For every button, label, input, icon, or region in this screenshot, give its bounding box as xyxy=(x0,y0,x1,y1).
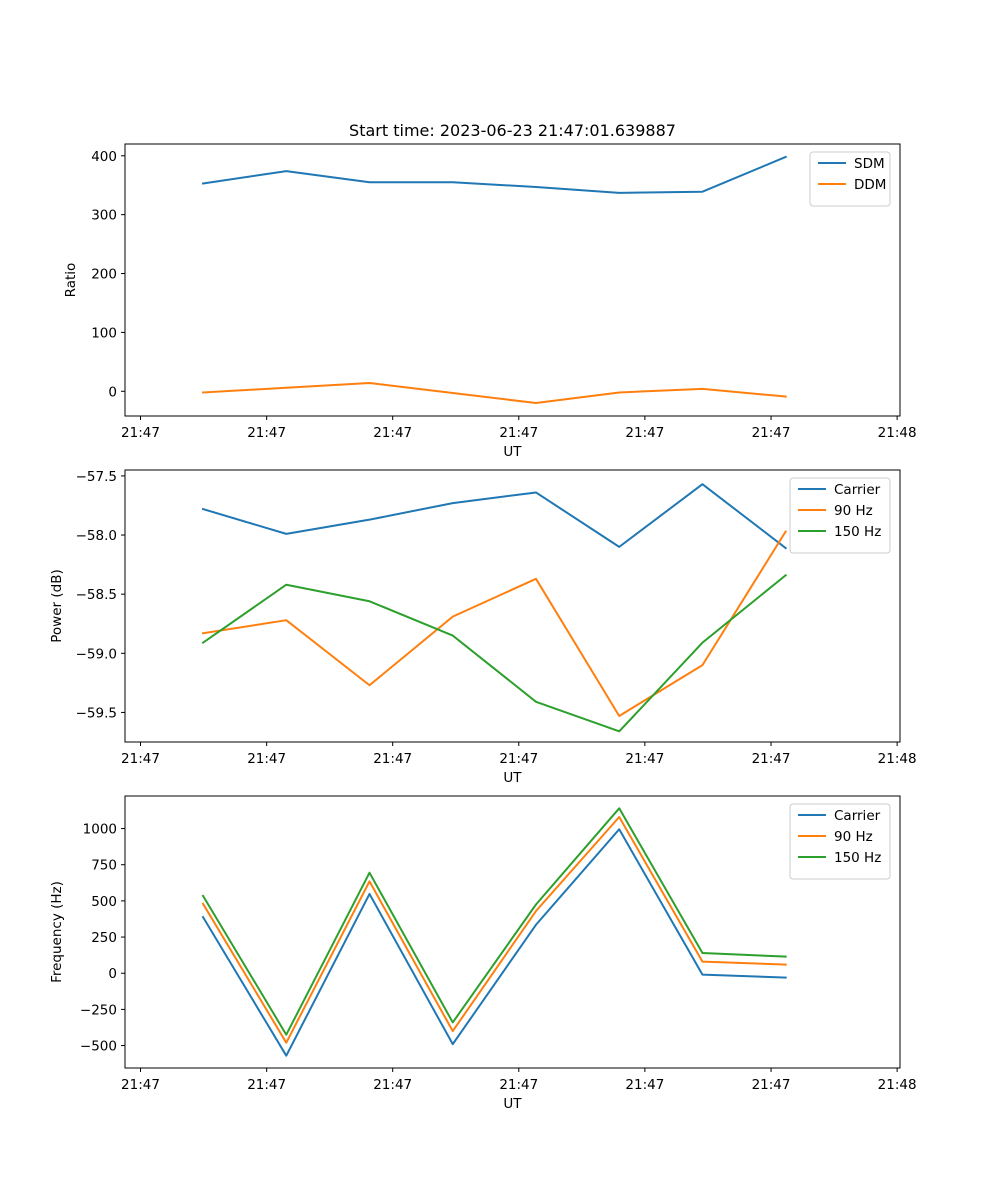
y-tick-label: 100 xyxy=(91,325,117,341)
series-line-90-hz xyxy=(201,815,787,1044)
series-line-90-hz xyxy=(201,530,788,717)
legend-entry: Carrier xyxy=(834,482,881,498)
y-tick-label: −58.5 xyxy=(76,587,117,603)
x-axis-label: UT xyxy=(503,444,522,460)
y-tick-label: −59.5 xyxy=(76,705,117,721)
x-tick-label: 21:47 xyxy=(121,751,160,767)
legend-box xyxy=(809,151,891,207)
legend-entry: DDM xyxy=(854,177,886,193)
y-tick-label: −58.0 xyxy=(76,528,117,544)
x-tick-label: 21:47 xyxy=(752,425,791,441)
y-tick-label: 250 xyxy=(91,930,117,946)
x-tick-label: 21:47 xyxy=(499,1077,538,1093)
y-axis-label: Power (dB) xyxy=(49,569,65,642)
legend: Carrier 90 Hz 150 Hz xyxy=(789,803,891,880)
y-tick-label: −57.5 xyxy=(76,469,117,485)
x-tick-label: 21:47 xyxy=(499,425,538,441)
series-line-ddm xyxy=(201,382,787,405)
x-tick-label: 21:47 xyxy=(121,425,160,441)
legend-entry: 90 Hz xyxy=(834,829,873,845)
y-tick-label: 0 xyxy=(108,384,117,400)
x-tick-label: 21:48 xyxy=(878,1077,917,1093)
legend-entry: Carrier xyxy=(834,808,881,824)
chart-panel-2: 21:47 21:47 21:47 21:47 21:47 21:47 21:48 −59.5… xyxy=(49,469,917,786)
y-tick-label: −250 xyxy=(80,1002,117,1018)
series-line-150-hz xyxy=(201,573,788,733)
x-tick-label: 21:47 xyxy=(247,425,286,441)
y-tick-label: 750 xyxy=(91,858,117,874)
x-tick-label: 21:47 xyxy=(625,1077,664,1093)
x-tick-label: 21:47 xyxy=(625,751,664,767)
plot-frame xyxy=(124,469,901,743)
y-tick-label: 200 xyxy=(91,267,117,283)
x-tick-label: 21:47 xyxy=(499,751,538,767)
legend-entry: SDM xyxy=(854,156,885,172)
series-line-sdm xyxy=(201,155,787,194)
legend: Carrier 90 Hz 150 Hz xyxy=(789,477,891,554)
x-tick-label: 21:48 xyxy=(878,751,917,767)
legend-entry: 90 Hz xyxy=(834,503,873,519)
series-line-150-hz xyxy=(201,807,787,1036)
x-axis-label: UT xyxy=(503,770,522,786)
x-tick-label: 21:47 xyxy=(373,751,412,767)
plot-frame xyxy=(124,143,901,417)
legend-box xyxy=(789,803,891,880)
x-tick-label: 21:47 xyxy=(373,1077,412,1093)
legend: SDM DDM xyxy=(809,151,891,207)
y-tick-label: 400 xyxy=(91,149,117,165)
y-tick-label: −500 xyxy=(80,1039,117,1055)
x-tick-label: 21:47 xyxy=(247,751,286,767)
legend-entry: 150 Hz xyxy=(834,524,881,540)
y-tick-label: 500 xyxy=(91,894,117,910)
legend-box xyxy=(789,477,891,554)
x-tick-label: 21:47 xyxy=(752,1077,791,1093)
y-tick-label: −59.0 xyxy=(76,646,117,662)
x-axis-label: UT xyxy=(503,1096,522,1112)
x-tick-label: 21:47 xyxy=(625,425,664,441)
x-tick-label: 21:47 xyxy=(121,1077,160,1093)
y-tick-label: 300 xyxy=(91,208,117,224)
y-tick-label: 0 xyxy=(108,966,117,982)
chart-title: Start time: 2023-06-23 21:47:01.639887 xyxy=(349,121,676,140)
chart-panel-3: 21:47 21:47 21:47 21:47 21:47 21:47 21:48 −500 −… xyxy=(49,795,917,1112)
plot-frame xyxy=(124,795,901,1069)
y-axis-label: Frequency (Hz) xyxy=(49,881,65,983)
series-line-carrier xyxy=(201,828,787,1057)
legend-entry: 150 Hz xyxy=(834,850,881,866)
series-line-carrier xyxy=(201,483,788,550)
x-tick-label: 21:47 xyxy=(752,751,791,767)
y-axis-label: Ratio xyxy=(63,263,79,298)
panels: 21:47 21:47 21:47 21:47 21:47 21:47 21:48 0 100 2… xyxy=(49,143,917,1112)
chart-panel-1: 21:47 21:47 21:47 21:47 21:47 21:47 21:48 0 100 2… xyxy=(63,143,917,460)
y-tick-label: 1000 xyxy=(83,822,117,838)
x-tick-label: 21:47 xyxy=(373,425,412,441)
x-tick-label: 21:47 xyxy=(247,1077,286,1093)
x-tick-label: 21:48 xyxy=(878,425,917,441)
